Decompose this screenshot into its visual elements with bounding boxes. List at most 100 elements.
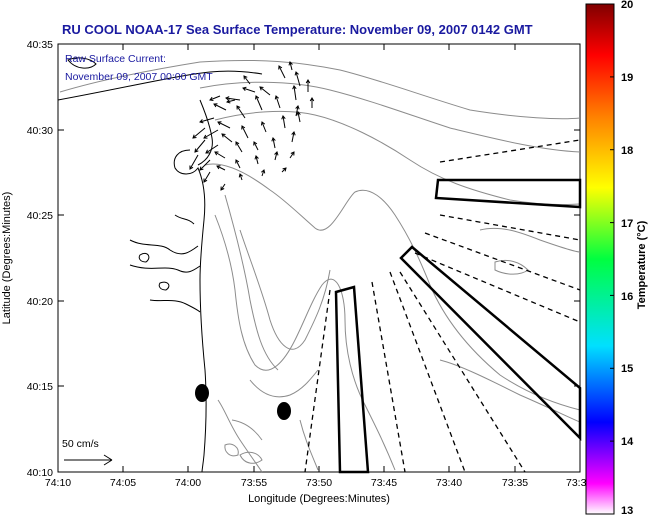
x-tick-label: 73:3 — [566, 477, 587, 489]
current-vector-head — [238, 173, 243, 178]
current-vector-head — [281, 115, 286, 120]
annotation-line2: November 09, 2007 00:00 GMT — [65, 71, 213, 83]
current-vector — [194, 139, 206, 153]
current-vector — [235, 159, 241, 169]
current-vector-head — [209, 96, 214, 102]
y-axis-label: Latitude (Degrees:Minutes) — [1, 192, 13, 325]
current-vector-head — [226, 99, 231, 104]
current-vector-head — [274, 151, 279, 156]
current-vector-head — [235, 141, 240, 146]
current-vector-head — [309, 97, 315, 102]
current-vector — [259, 86, 271, 96]
y-tick-label: 40:10 — [27, 467, 53, 479]
current-vector — [205, 144, 219, 154]
current-vector — [295, 71, 301, 87]
x-tick-label: 73:35 — [502, 477, 528, 489]
current-vector-head — [296, 111, 301, 116]
current-vector — [214, 151, 226, 159]
current-vector — [225, 97, 241, 101]
coastline — [57, 57, 263, 473]
current-vector — [221, 133, 233, 143]
colorbar-tick-label: 13 — [621, 505, 633, 517]
current-vector-head — [221, 133, 226, 138]
current-vector — [261, 121, 267, 133]
colorbar-tick-label: 14 — [621, 436, 634, 448]
colorbar: 20 19 18 17 16 15 14 13 Temperature (°C) — [585, 0, 648, 517]
current-vector — [272, 137, 276, 149]
current-vector — [293, 85, 297, 101]
colorbar-label: Temperature (°C) — [636, 220, 648, 309]
colorbar-tick-label: 18 — [621, 145, 633, 157]
current-vector — [199, 117, 215, 123]
current-vector — [203, 171, 211, 183]
current-vector-head — [290, 151, 295, 156]
current-vector — [203, 129, 219, 139]
current-vector-head — [189, 165, 194, 170]
current-vector — [199, 159, 211, 171]
x-tick-label: 73:50 — [306, 477, 332, 489]
current-vector-head — [236, 105, 241, 110]
current-vector — [192, 127, 206, 139]
current-vector — [236, 105, 246, 119]
current-vector-head — [205, 149, 210, 154]
current-vector — [189, 154, 199, 170]
current-vector-head — [199, 166, 204, 171]
current-vector-head — [295, 105, 300, 110]
current-vector-head — [288, 61, 293, 66]
radial-dashed-lines — [304, 139, 581, 473]
current-vector — [255, 155, 259, 165]
current-vector — [295, 105, 299, 117]
current-vector — [278, 65, 286, 79]
current-vector-head — [214, 151, 219, 156]
current-vector-head — [203, 178, 208, 183]
radar-beams — [334, 178, 582, 474]
current-vector-head — [255, 95, 260, 100]
current-vector-head — [291, 131, 296, 136]
radar-site-north — [195, 384, 209, 402]
y-tick-label: 40:30 — [27, 125, 53, 137]
current-vector-head — [292, 85, 297, 90]
y-tick-label: 40:15 — [27, 381, 53, 393]
y-tick-label: 40:20 — [27, 296, 53, 308]
current-vector — [289, 151, 295, 159]
x-tick-label: 73:45 — [371, 477, 397, 489]
scale-arrow — [64, 454, 113, 466]
current-vector — [217, 121, 231, 129]
current-vector — [282, 115, 286, 129]
current-vector — [226, 99, 236, 103]
current-vectors — [189, 61, 315, 191]
current-vector-head — [274, 95, 279, 100]
current-vector — [220, 183, 226, 191]
current-vector — [289, 61, 293, 71]
current-vector — [255, 95, 263, 111]
current-vector — [239, 173, 243, 181]
current-vector — [253, 141, 259, 151]
current-vector-head — [305, 79, 311, 84]
x-tick-label: 73:40 — [436, 477, 462, 489]
x-axis-label: Longitude (Degrees:Minutes) — [248, 493, 390, 505]
current-vector-head — [235, 159, 240, 164]
scale-label: 50 cm/s — [62, 438, 99, 450]
current-vector — [216, 165, 226, 171]
colorbar-gradient — [585, 3, 615, 515]
colorbar-tick-label: 17 — [621, 218, 633, 230]
current-vector — [297, 111, 301, 123]
current-vector — [274, 151, 278, 161]
current-vector-head — [241, 125, 246, 130]
current-vector — [209, 95, 221, 101]
x-tick-label: 74:00 — [175, 477, 201, 489]
current-vector — [243, 75, 251, 85]
current-vector-head — [220, 186, 225, 191]
current-vector-head — [294, 71, 299, 76]
current-vector-head — [192, 134, 197, 139]
current-vector-head — [242, 86, 247, 91]
current-vector-head — [278, 65, 283, 70]
y-tick-label: 40:25 — [27, 210, 53, 222]
current-vector — [241, 125, 249, 139]
colorbar-tick-label: 20 — [621, 0, 633, 11]
current-vector-head — [213, 103, 218, 108]
current-vector-head — [254, 155, 259, 160]
x-axis: 74:10 74:05 74:00 73:55 73:50 73:45 73:4… — [45, 44, 587, 505]
current-vector — [213, 103, 227, 111]
